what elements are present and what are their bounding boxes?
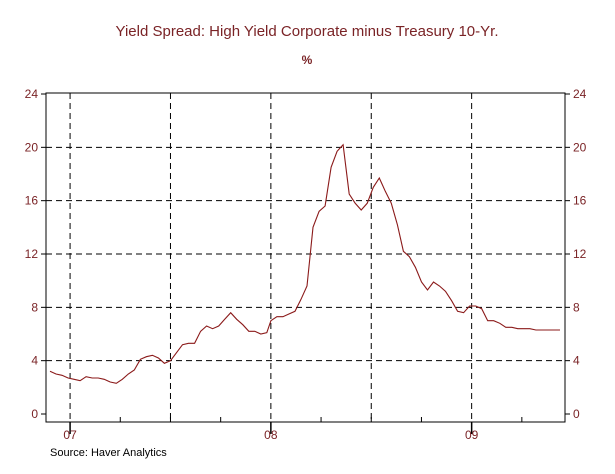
- y-tick-label-left: 16: [25, 194, 39, 208]
- y-tick-label-right: 20: [573, 140, 587, 154]
- y-tick-label-left: 20: [25, 140, 39, 154]
- y-tick-label-right: 24: [573, 87, 587, 101]
- y-tick-label-left: 24: [25, 87, 39, 101]
- y-tick-label-left: 8: [31, 300, 38, 314]
- grid-lines: [46, 93, 565, 422]
- y-tick-label-left: 12: [25, 247, 39, 261]
- y-tick-label-left: 4: [31, 354, 38, 368]
- series-line: [49, 143, 560, 384]
- y-tick-label-right: 16: [573, 194, 587, 208]
- y-tick-label-right: 4: [573, 354, 580, 368]
- axes: 0 0 4 4 8 8 12 12 16 16 20 20 24 24 07 08 09: [25, 87, 587, 442]
- x-tick-label: 07: [63, 428, 77, 442]
- y-tick-label-right: 8: [573, 300, 580, 314]
- x-tick-label: 08: [264, 428, 278, 442]
- x-tick-label: 09: [465, 428, 479, 442]
- y-tick-label-right: 0: [573, 407, 580, 421]
- chart-title: Yield Spread: High Yield Corporate minus…: [116, 23, 499, 40]
- plot-frame: [45, 92, 566, 423]
- y-tick-label-left: 0: [31, 407, 38, 421]
- unit-label: %: [302, 53, 313, 67]
- source-note: Source: Haver Analytics: [50, 447, 167, 459]
- y-tick-label-right: 12: [573, 247, 587, 261]
- series-layer: [49, 143, 560, 384]
